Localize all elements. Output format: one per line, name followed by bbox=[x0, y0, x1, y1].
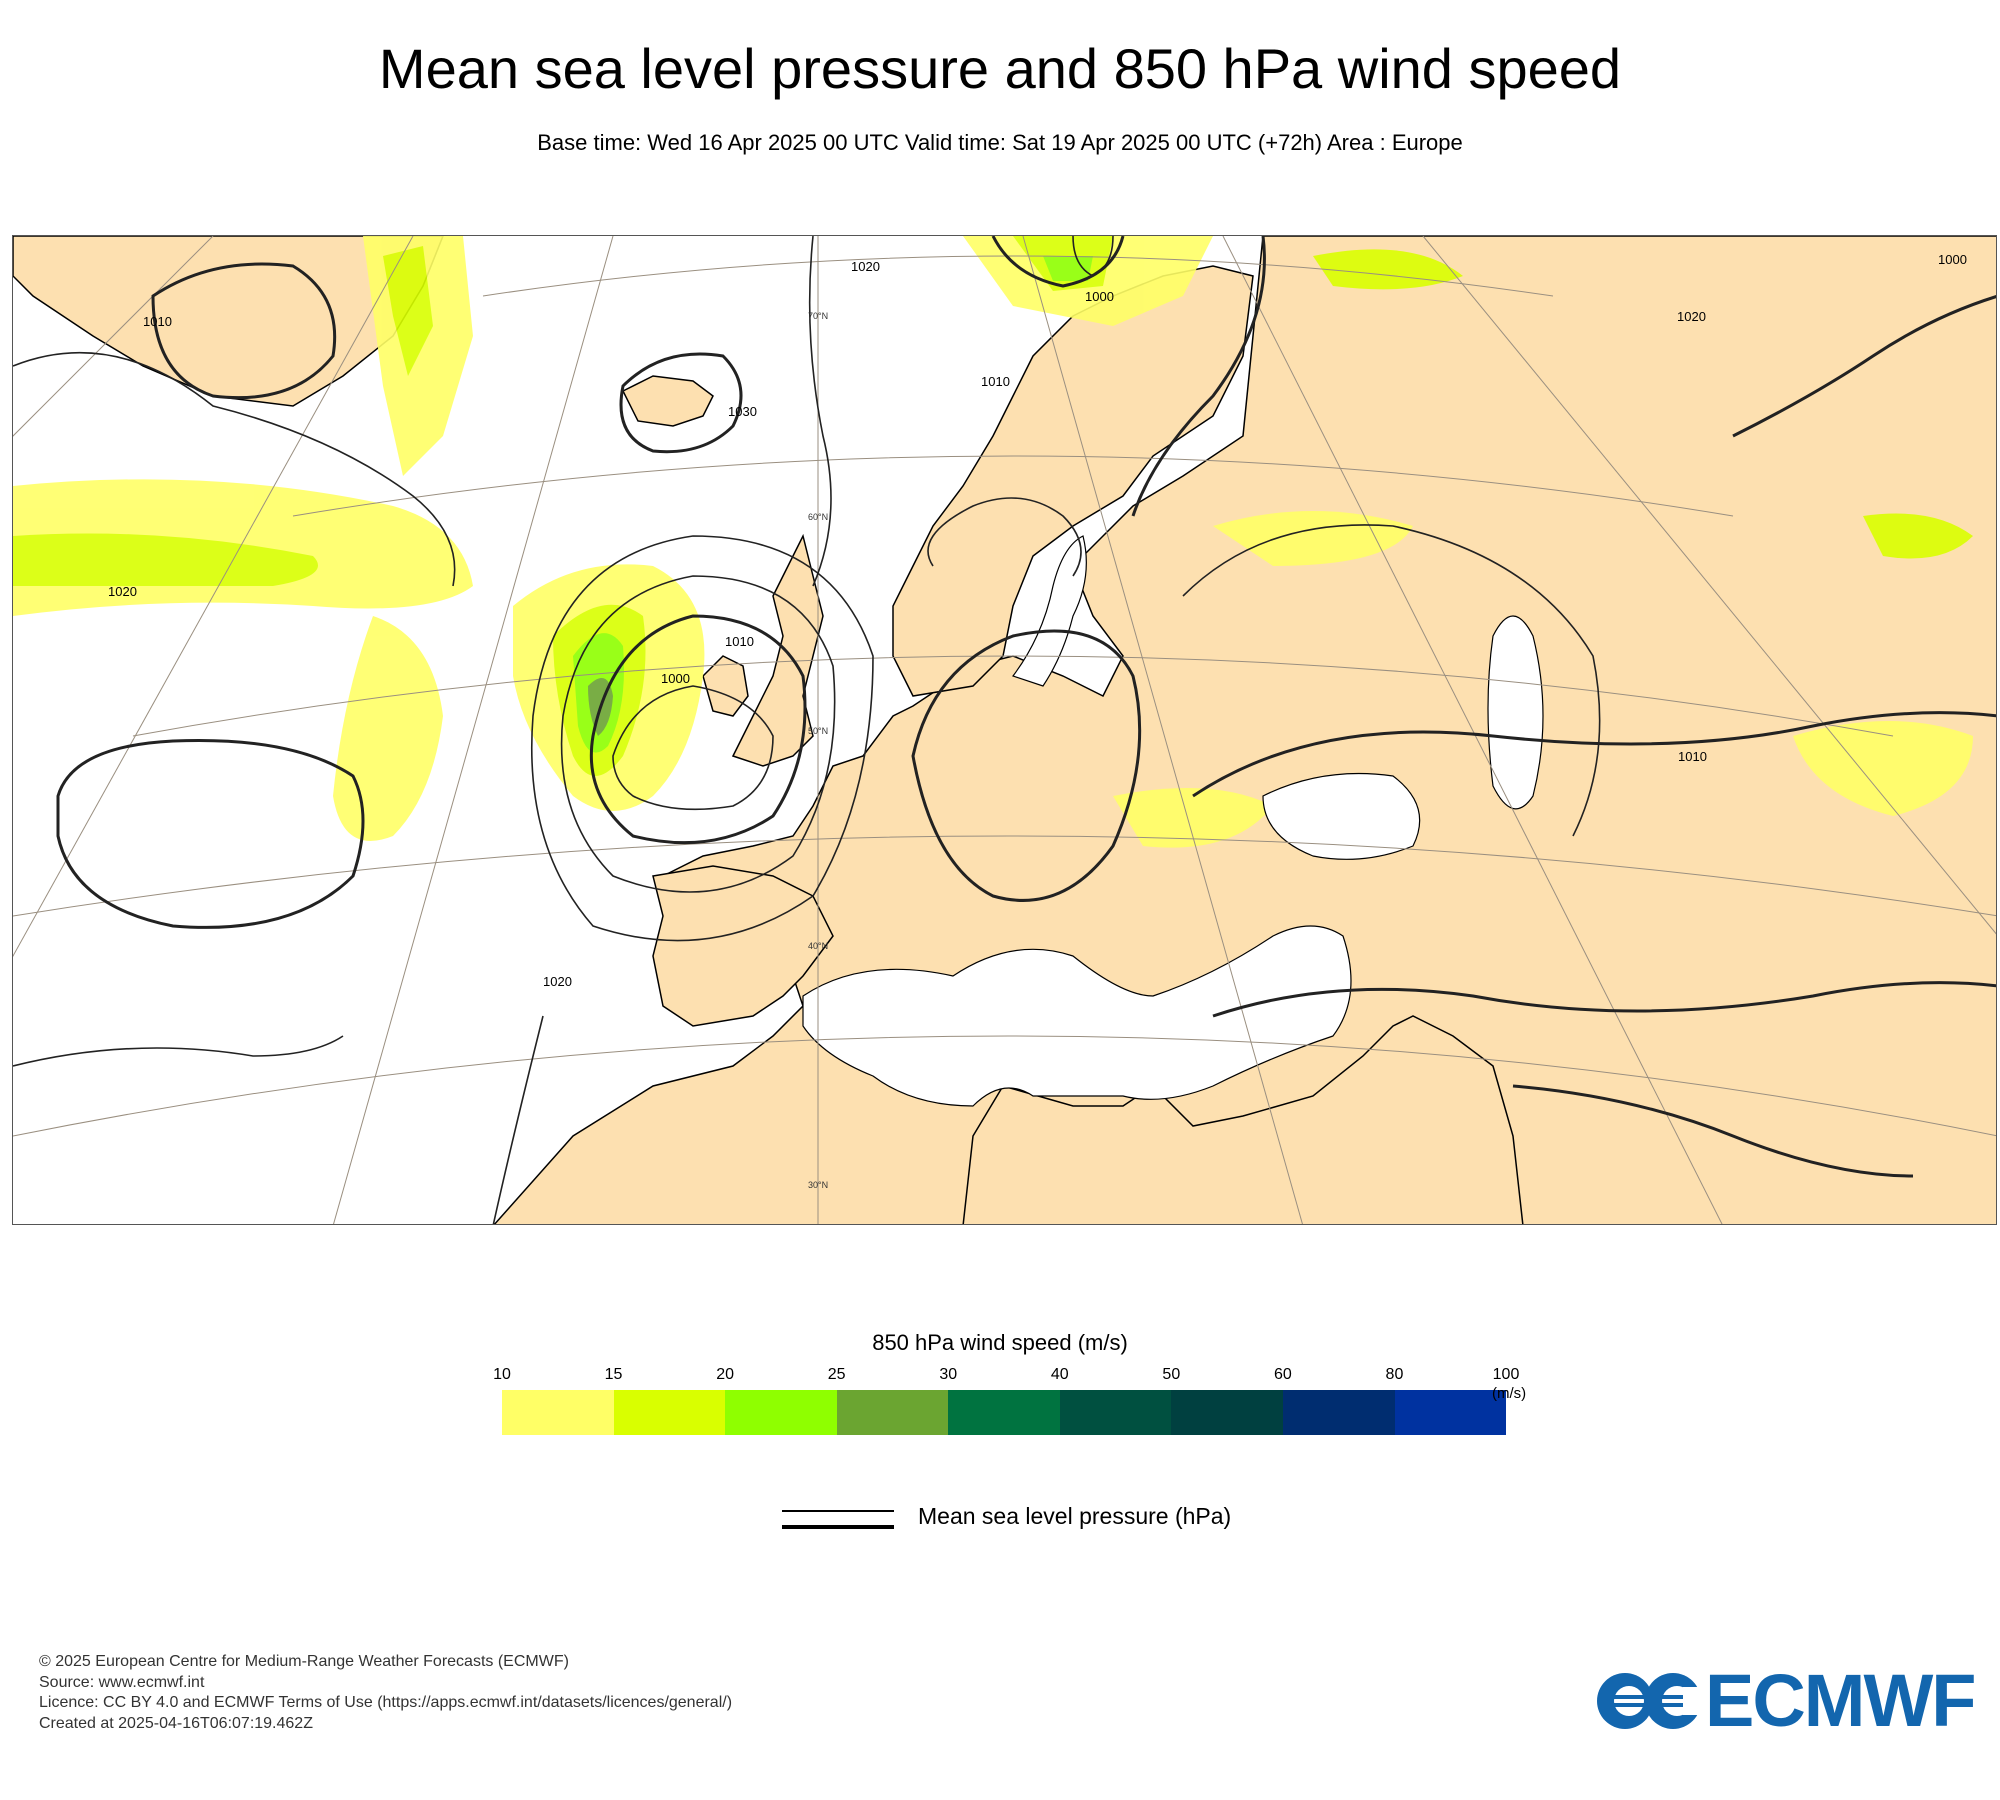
land-eurasia-africa bbox=[493, 236, 1996, 1224]
created-text: Created at 2025-04-16T06:07:19.462Z bbox=[39, 1714, 313, 1732]
colorbar-tick-label: 20 bbox=[716, 1366, 735, 1383]
sea-mediterranean bbox=[802, 925, 1352, 1107]
isobar-label: 1020 bbox=[108, 584, 137, 599]
land-iberia bbox=[652, 865, 834, 1027]
isobars bbox=[13, 236, 1996, 1224]
colorbar-tick-label: 30 bbox=[939, 1366, 958, 1383]
isobar-legend-thin-line bbox=[782, 1510, 894, 1512]
colorbar-swatch bbox=[1282, 1390, 1395, 1435]
isobar-label: 1030 bbox=[728, 404, 757, 419]
map-canvas: 1010 1020 1030 1000 1010 1020 1000 1020 … bbox=[13, 236, 1996, 1224]
copyright-text: © 2025 European Centre for Medium-Range … bbox=[39, 1653, 569, 1670]
isobar-label: 1010 bbox=[143, 314, 172, 329]
ecmwf-logo: ECMWF bbox=[1593, 1658, 1976, 1743]
colorbar-swatch bbox=[1059, 1390, 1172, 1435]
colorbar-tick-label: 10 bbox=[493, 1366, 511, 1383]
colorbar-tick-label: 60 bbox=[1273, 1366, 1292, 1383]
isobar-label: 1010 bbox=[1678, 749, 1707, 764]
isobar-label: 1020 bbox=[851, 259, 880, 274]
ecmwf-logo-text: ECMWF bbox=[1705, 1659, 1976, 1742]
chart-subtitle: Base time: Wed 16 Apr 2025 00 UTC Valid … bbox=[537, 130, 1463, 155]
colorbar-swatch bbox=[613, 1390, 726, 1435]
colorbar bbox=[502, 1390, 1507, 1435]
ecmwf-logo-mark bbox=[1597, 1672, 1705, 1729]
licence-text: Licence: CC BY 4.0 and ECMWF Terms of Us… bbox=[39, 1694, 733, 1711]
colorbar-swatch bbox=[1394, 1390, 1507, 1435]
sea-layer bbox=[802, 535, 1544, 1107]
isobar-legend-thick-line bbox=[782, 1525, 894, 1529]
isobar-label: 1000 bbox=[661, 671, 690, 686]
colorbar-tick-label: 50 bbox=[1162, 1366, 1181, 1383]
colorbar-swatch bbox=[948, 1390, 1060, 1435]
colorbar-swatch bbox=[1171, 1390, 1283, 1435]
isobar-labels: 1010 1020 1030 1000 1010 1020 1000 1020 … bbox=[108, 252, 1967, 989]
land-iceland bbox=[621, 375, 714, 427]
lat-label: 50°N bbox=[808, 726, 828, 736]
lat-label: 70°N bbox=[808, 311, 828, 321]
colorbar-swatch bbox=[836, 1390, 949, 1435]
isobar-label: 1020 bbox=[543, 974, 572, 989]
colorbar-tick-label: 25 bbox=[827, 1366, 846, 1383]
colorbar-title: 850 hPa wind speed (m/s) bbox=[872, 1330, 1128, 1355]
isobar-label: 1010 bbox=[981, 374, 1010, 389]
colorbar-tick-label: 100 bbox=[1492, 1366, 1520, 1383]
colorbar-tick-label: 80 bbox=[1385, 1366, 1404, 1383]
lat-label: 40°N bbox=[808, 941, 828, 951]
chart-title: Mean sea level pressure and 850 hPa wind… bbox=[378, 37, 1622, 100]
isobar-label: 1000 bbox=[1938, 252, 1967, 267]
source-text: Source: www.ecmwf.int bbox=[39, 1673, 205, 1691]
colorbar-unit: (m/s) bbox=[1492, 1385, 1527, 1402]
latitude-labels: 70°N 60°N 50°N 40°N 30°N bbox=[808, 311, 828, 1190]
forecast-map: 1010 1020 1030 1000 1010 1020 1000 1020 … bbox=[12, 235, 1997, 1225]
sea-black bbox=[1262, 772, 1421, 860]
lat-label: 60°N bbox=[808, 512, 828, 522]
credits: © 2025 European Centre for Medium-Range … bbox=[39, 1652, 732, 1734]
colorbar-tick-label: 40 bbox=[1050, 1366, 1069, 1383]
land-ireland bbox=[702, 655, 749, 717]
colorbar-swatch bbox=[725, 1390, 837, 1435]
isobar-label: 1020 bbox=[1677, 309, 1706, 324]
sea-baltic bbox=[1012, 535, 1087, 687]
isobar-label: 1010 bbox=[725, 634, 754, 649]
colorbar-swatch bbox=[502, 1390, 614, 1435]
lat-label: 30°N bbox=[808, 1180, 828, 1190]
sea-caspian bbox=[1487, 615, 1544, 810]
graticule bbox=[13, 236, 1996, 1224]
colorbar-tick-label: 15 bbox=[604, 1366, 623, 1383]
isobar-legend-label: Mean sea level pressure (hPa) bbox=[918, 1503, 1232, 1529]
isobar-label: 1000 bbox=[1085, 289, 1114, 304]
